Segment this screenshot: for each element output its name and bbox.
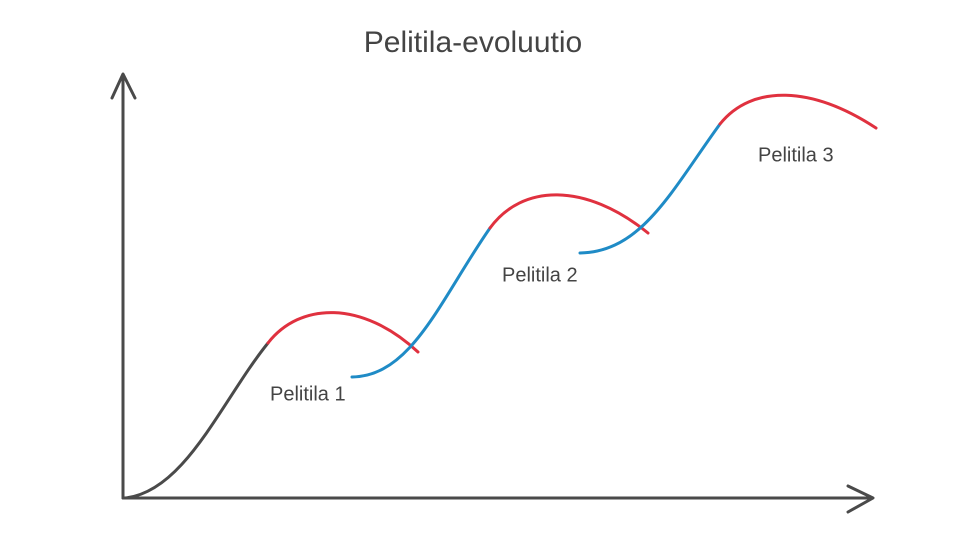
axes [110, 72, 875, 514]
stage-label: Pelitila 2 [502, 264, 578, 286]
peak-curve-2 [488, 193, 650, 235]
growth-curve-1 [350, 226, 492, 379]
peak-curve-3 [718, 93, 878, 130]
y-arrow [110, 72, 137, 100]
stage-label: Pelitila 1 [270, 383, 346, 405]
x-arrow [846, 484, 875, 514]
peak-curve-1 [266, 311, 420, 354]
stage-label: Pelitila 3 [758, 144, 834, 166]
growth-curve-2 [578, 122, 722, 255]
initial-curve [123, 341, 270, 500]
title: Pelitila-evoluutio [364, 26, 582, 59]
